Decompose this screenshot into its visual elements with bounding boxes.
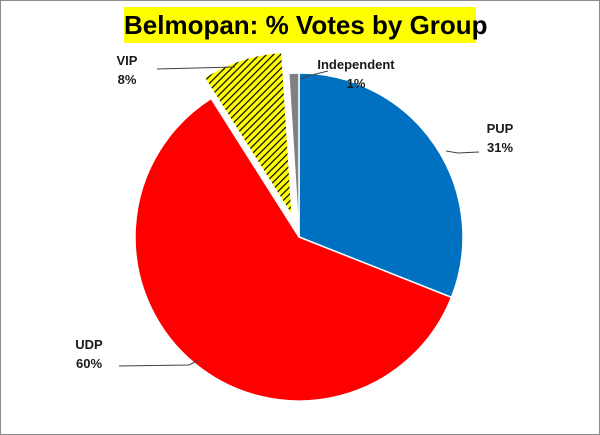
slice-name-label-independent: Independent bbox=[317, 57, 395, 72]
slice-name-label-udp: UDP bbox=[75, 337, 103, 352]
leader-line-vip bbox=[156, 66, 236, 70]
slice-value-label-pup: 31% bbox=[487, 140, 513, 155]
leader-line-udp bbox=[118, 359, 200, 367]
chart-title: Belmopan: % Votes by Group bbox=[124, 7, 488, 43]
pie-slice-independent bbox=[287, 72, 300, 238]
pie-slice-pup bbox=[298, 72, 464, 299]
slice-value-label-independent: 1% bbox=[347, 76, 366, 91]
pie-slice-udp bbox=[134, 97, 453, 402]
slice-value-label-vip: 8% bbox=[118, 72, 137, 87]
slice-name-label-vip: VIP bbox=[117, 53, 138, 68]
pie-slice-vip bbox=[203, 51, 293, 217]
leader-line-independent bbox=[300, 70, 329, 80]
slice-name-label-pup: PUP bbox=[487, 121, 514, 136]
leader-line-pup bbox=[445, 150, 480, 154]
slice-value-label-udp: 60% bbox=[76, 356, 102, 371]
